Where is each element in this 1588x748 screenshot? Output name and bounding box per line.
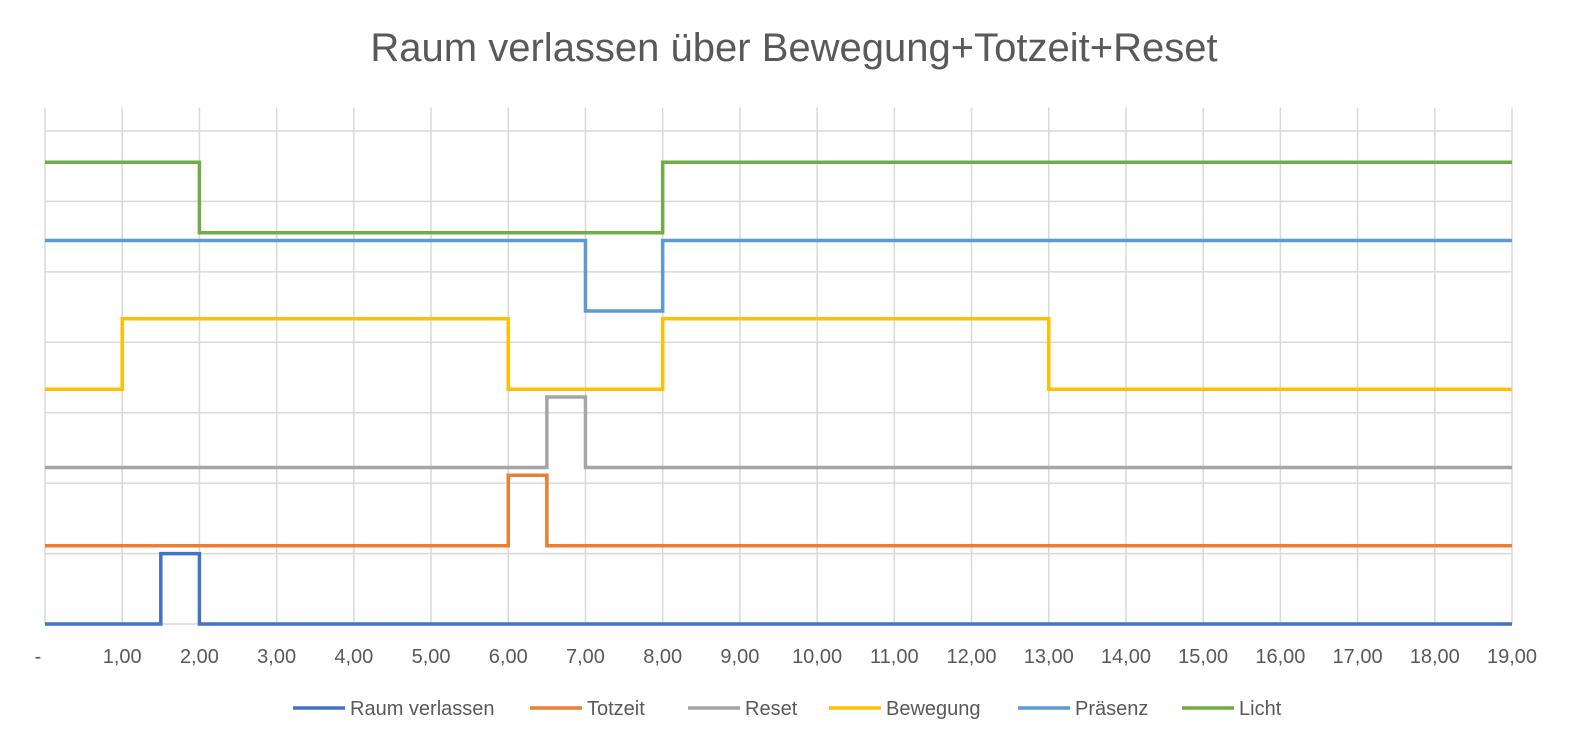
- series-line-3: [45, 317, 1512, 391]
- x-tick-label: 1,00: [103, 646, 142, 668]
- x-tick-label: 11,00: [870, 646, 919, 668]
- legend-label: Licht: [1239, 698, 1282, 720]
- x-tick-label: 13,00: [1024, 646, 1074, 668]
- series-line-2: [45, 395, 1512, 470]
- series-lines: [45, 160, 1512, 626]
- series-line-1: [45, 473, 1512, 548]
- series-line-5: [45, 160, 1512, 235]
- x-tick-label: 3,00: [257, 646, 296, 668]
- x-tick-label: 8,00: [643, 646, 682, 668]
- x-tick-label: 10,00: [792, 646, 842, 668]
- legend-label: Präsenz: [1075, 698, 1148, 720]
- x-tick-label: 2,00: [180, 646, 219, 668]
- x-tick-label: 4,00: [334, 646, 373, 668]
- x-tick-label: 5,00: [412, 646, 451, 668]
- chart-title: Raum verlassen über Bewegung+Totzeit+Res…: [370, 26, 1217, 70]
- x-axis-tick-labels: - 1,00 2,00 3,00 4,00 5,00 6,00 7,00 8,00 9,00 10,…: [35, 646, 1537, 668]
- x-tick-label: 15,00: [1178, 646, 1228, 668]
- x-tick-label: 19,00: [1487, 646, 1537, 668]
- legend: Raum verlassen Totzeit Reset Bewegung Präsen…: [293, 698, 1282, 720]
- x-tick-label: 16,00: [1255, 646, 1305, 668]
- x-tick-label: 9,00: [720, 646, 759, 668]
- legend-label: Bewegung: [886, 698, 981, 720]
- series-line-0: [45, 551, 1512, 626]
- legend-label: Totzeit: [587, 698, 645, 720]
- series-line-4: [45, 238, 1512, 313]
- x-tick-label: 14,00: [1101, 646, 1151, 668]
- legend-label: Reset: [745, 698, 798, 720]
- x-tick-label: 18,00: [1410, 646, 1460, 668]
- legend-label: Raum verlassen: [350, 698, 495, 720]
- x-tick-label: 7,00: [566, 646, 605, 668]
- x-tick-label: 6,00: [489, 646, 528, 668]
- x-tick-label: -: [35, 646, 42, 668]
- x-tick-label: 17,00: [1333, 646, 1383, 668]
- x-tick-label: 12,00: [946, 646, 996, 668]
